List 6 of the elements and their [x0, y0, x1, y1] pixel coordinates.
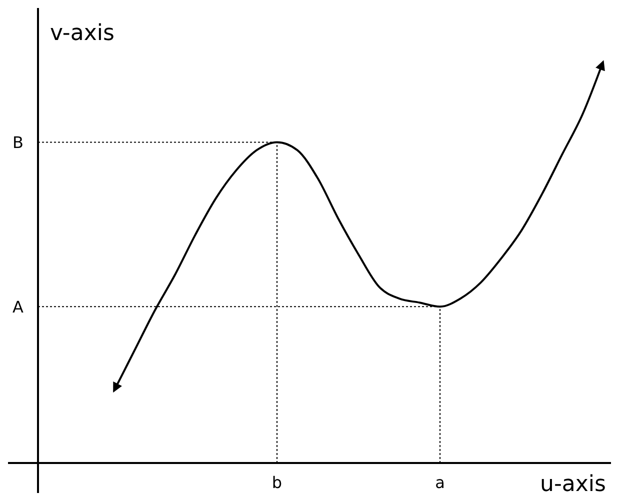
- x-axis-title: u-axis: [540, 472, 606, 497]
- x-tick-label: b: [272, 473, 282, 492]
- x-tick-label: a: [435, 473, 445, 492]
- ref-line-label: B: [12, 133, 24, 152]
- y-axis-title: v-axis: [50, 21, 114, 46]
- ref-line-label: A: [12, 298, 24, 317]
